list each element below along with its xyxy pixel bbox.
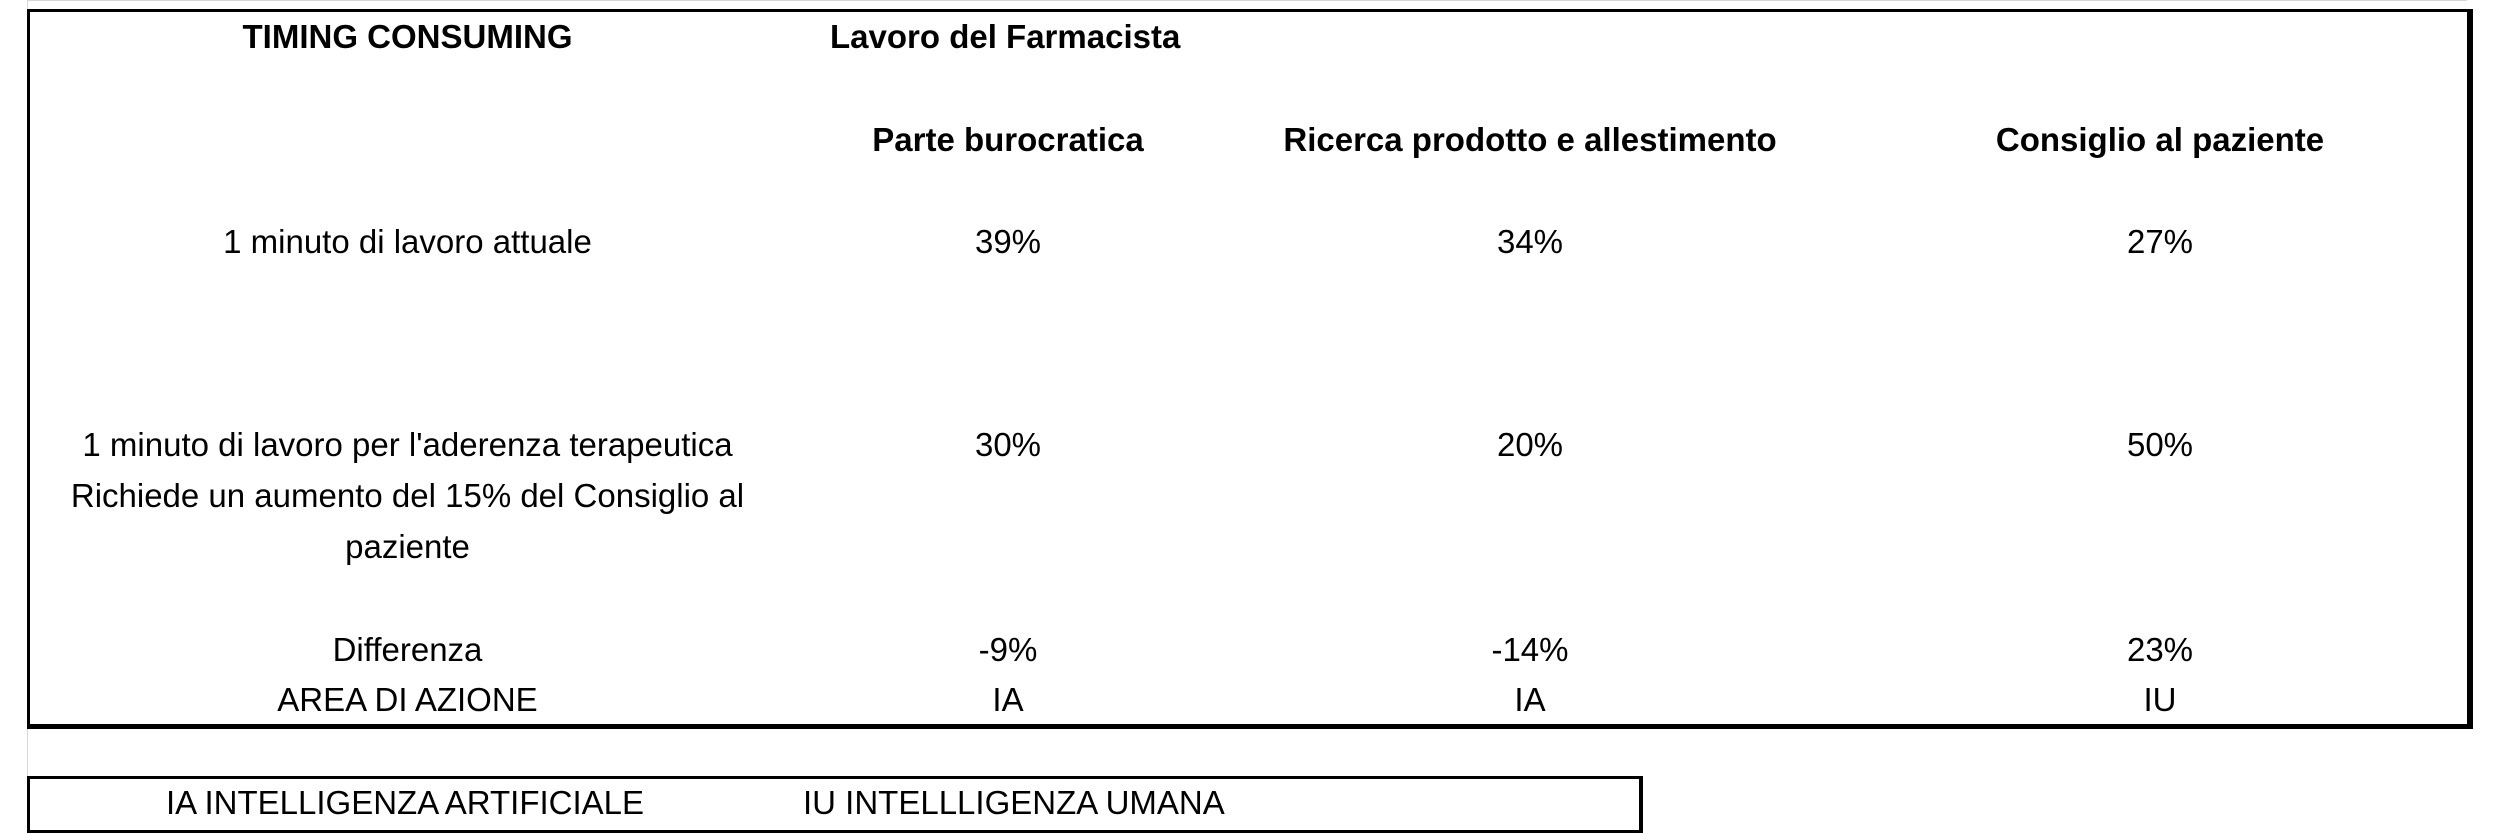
row-label-adherence-line-1: 1 minuto di lavoro per l'aderenza terape… xyxy=(82,426,733,463)
action-area-product-research-value: IA xyxy=(1514,681,1546,718)
sheet-top-gridline xyxy=(27,0,2467,1)
row-label-action-area: AREA DI AZIONE xyxy=(277,681,538,718)
difference-bureaucratic-value: -9% xyxy=(978,631,1038,668)
adherence-patient-advice-value: 50% xyxy=(2126,426,2194,463)
current-product-research-value: 34% xyxy=(1496,223,1564,260)
row-label-current-work: 1 minuto di lavoro attuale xyxy=(223,223,592,260)
column-header-patient-advice: Consiglio al paziente xyxy=(1995,121,2325,158)
action-area-patient-advice-value: IU xyxy=(2143,681,2177,718)
row-label-adherence-line-3: paziente xyxy=(345,528,470,565)
adherence-product-research-value: 20% xyxy=(1496,426,1564,463)
section-title: Lavoro del Farmacista xyxy=(830,18,1181,55)
difference-product-research-value: -14% xyxy=(1491,631,1569,668)
table-title: TIMING CONSUMING xyxy=(242,18,573,55)
column-header-product-research: Ricerca prodotto e allestimento xyxy=(1283,121,1777,158)
column-header-bureaucratic: Parte burocratica xyxy=(872,121,1144,158)
legend-ia: IA INTELLIGENZA ARTIFICIALE xyxy=(165,784,645,821)
legend-iu: IU INTELLLIGENZA UMANA xyxy=(803,784,1225,821)
current-bureaucratic-value: 39% xyxy=(974,223,1042,260)
adherence-bureaucratic-value: 30% xyxy=(974,426,1042,463)
timing-table-border xyxy=(27,9,2473,729)
difference-patient-advice-value: 23% xyxy=(2126,631,2194,668)
row-label-difference: Differenza xyxy=(332,631,483,668)
action-area-bureaucratic-value: IA xyxy=(992,681,1024,718)
row-label-adherence-line-2: Richiede un aumento del 15% del Consigli… xyxy=(70,477,745,514)
current-patient-advice-value: 27% xyxy=(2126,223,2194,260)
